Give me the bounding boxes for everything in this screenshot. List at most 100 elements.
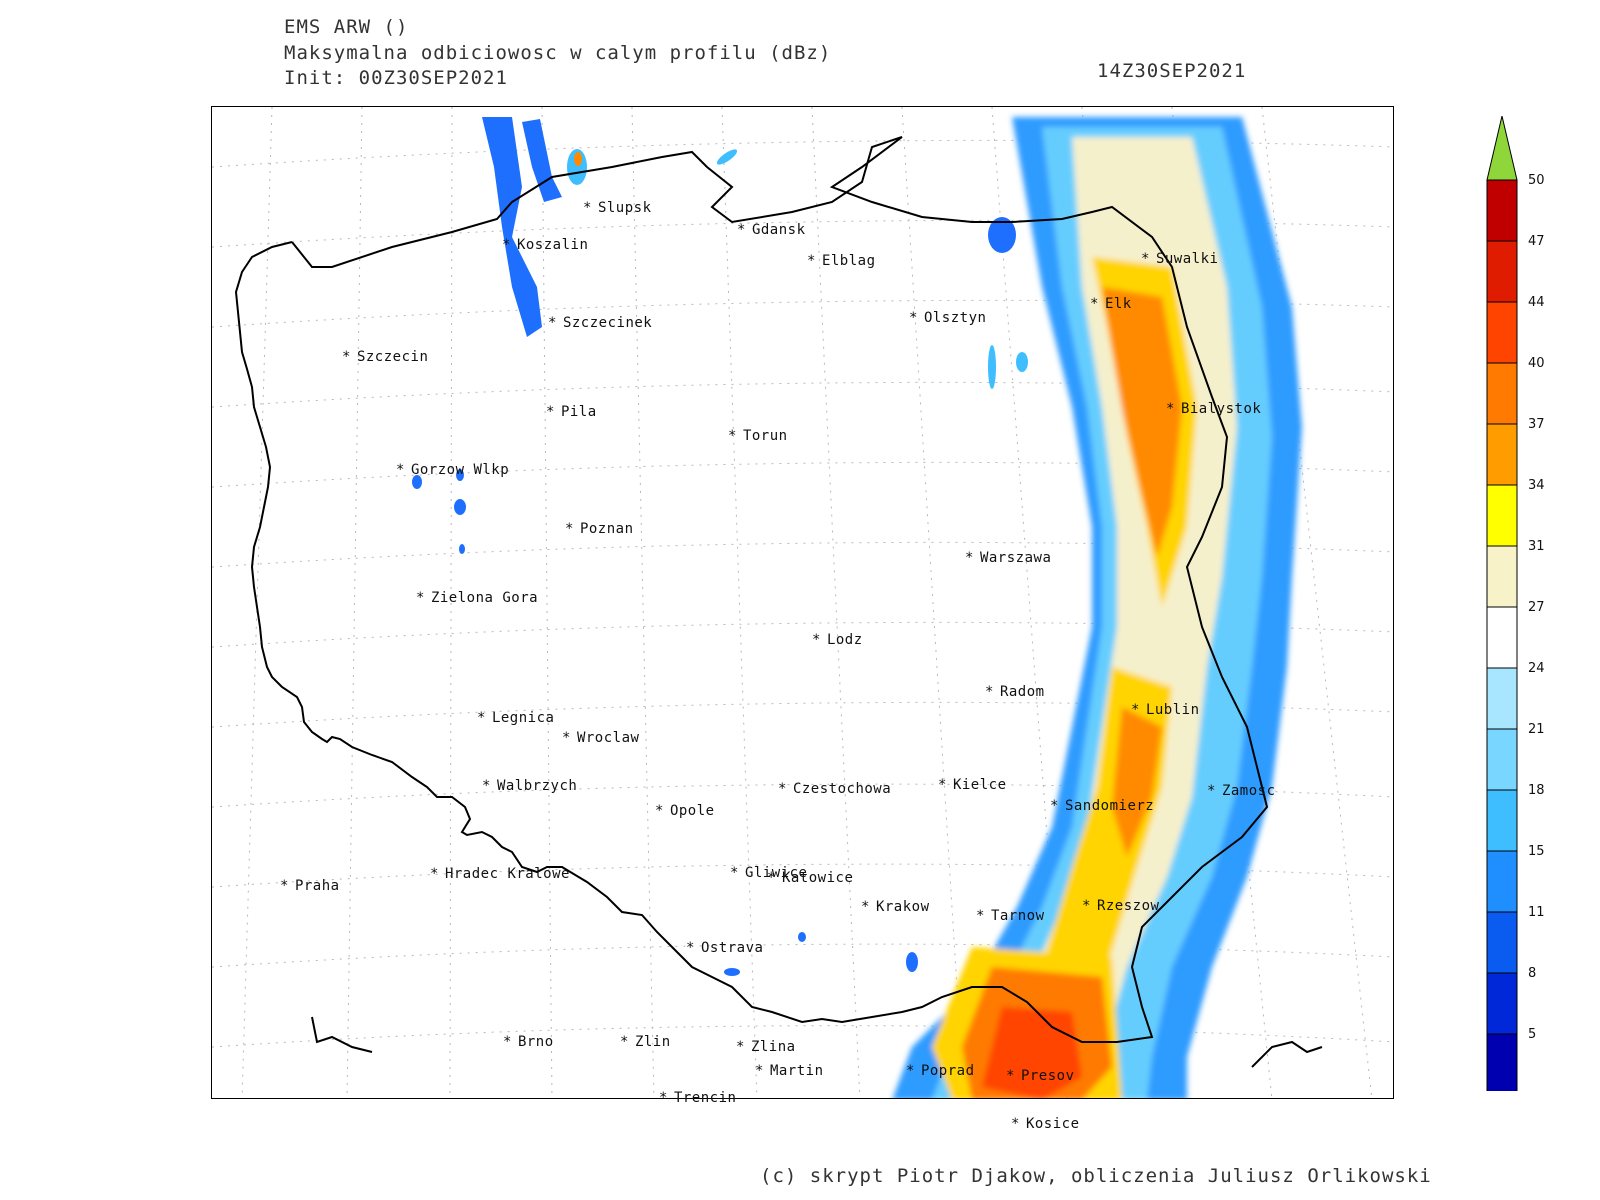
city-name: Suwalki xyxy=(1155,251,1219,267)
city-marker: * xyxy=(906,1063,915,1079)
city-name: Warszawa xyxy=(979,550,1052,566)
legend-top-arrow xyxy=(1486,115,1518,181)
legend-swatch xyxy=(1486,484,1518,547)
city-label-wroclaw: * Wroclaw xyxy=(562,730,639,746)
legend-swatch xyxy=(1486,240,1518,303)
city-label-elk: * Elk xyxy=(1090,296,1132,312)
city-label-lodz: * Lodz xyxy=(812,632,863,648)
city-name: Radom xyxy=(999,684,1045,700)
city-label-hradec: * Hradec Kralowe xyxy=(430,866,570,882)
city-name: Praha xyxy=(294,878,340,894)
city-name: Wroclaw xyxy=(576,730,640,746)
city-marker: * xyxy=(583,200,592,216)
city-marker: * xyxy=(430,866,439,882)
legend-label: 47 xyxy=(1528,234,1545,249)
city-marker: * xyxy=(1131,702,1140,718)
legend-label: 27 xyxy=(1528,600,1545,615)
city-name: Brno xyxy=(517,1034,554,1050)
city-label-pila: * Pila xyxy=(546,404,597,420)
city-marker: * xyxy=(1166,401,1175,417)
city-label-ostrava: * Ostrava xyxy=(686,940,763,956)
city-name: Kosice xyxy=(1025,1116,1080,1132)
city-name: Hradec Kralowe xyxy=(444,866,570,882)
city-label-brno: * Brno xyxy=(503,1034,554,1050)
city-label-kielce: * Kielce xyxy=(938,777,1007,793)
city-label-krakow: * Krakow xyxy=(861,899,930,915)
legend-label: 37 xyxy=(1528,417,1545,432)
city-marker: * xyxy=(938,777,947,793)
city-name: Poprad xyxy=(920,1063,975,1079)
legend-swatch xyxy=(1486,667,1518,730)
legend-swatch xyxy=(1486,911,1518,974)
city-label-legnica: * Legnica xyxy=(477,710,554,726)
city-label-torun: * Torun xyxy=(728,428,788,444)
city-name: Zlin xyxy=(634,1034,671,1050)
city-name: Gorzow Wlkp xyxy=(410,462,510,478)
legend-swatch xyxy=(1486,789,1518,852)
city-label-gliwice: * Gliwice xyxy=(730,865,807,881)
city-name: Lodz xyxy=(826,632,863,648)
legend-swatch xyxy=(1486,301,1518,364)
city-label-martin: * Martin xyxy=(755,1063,824,1079)
city-label-walbrzych: * Walbrzych xyxy=(482,778,577,794)
city-marker: * xyxy=(416,590,425,606)
city-label-rzeszow: * Rzeszow xyxy=(1082,898,1159,914)
city-name: Elk xyxy=(1104,296,1132,312)
city-label-elblag: * Elblag xyxy=(807,253,876,269)
reflectivity-cells xyxy=(412,117,1028,976)
city-name: Opole xyxy=(669,803,715,819)
city-marker: * xyxy=(812,632,821,648)
city-label-sandomierz: * Sandomierz xyxy=(1050,798,1154,814)
city-label-lublin: * Lublin xyxy=(1131,702,1200,718)
city-label-trencin: * Trencin xyxy=(659,1090,736,1106)
city-label-presov: * Presov xyxy=(1006,1068,1075,1084)
city-marker: * xyxy=(396,462,405,478)
legend-label: 44 xyxy=(1528,295,1545,310)
city-name: Torun xyxy=(742,428,788,444)
city-label-praha: * Praha xyxy=(280,878,340,894)
city-marker: * xyxy=(280,878,289,894)
city-marker: * xyxy=(482,778,491,794)
map-canvas xyxy=(212,107,1393,1098)
legend-swatch xyxy=(1486,1033,1518,1096)
city-marker: * xyxy=(620,1034,629,1050)
city-name: Kielce xyxy=(952,777,1007,793)
city-marker: * xyxy=(502,237,511,253)
city-marker: * xyxy=(503,1034,512,1050)
city-marker: * xyxy=(477,710,486,726)
city-name: Koszalin xyxy=(516,237,589,253)
city-label-tarnow: * Tarnow xyxy=(976,908,1045,924)
legend-label: 15 xyxy=(1528,844,1545,859)
city-marker: * xyxy=(736,1039,745,1055)
legend-label: 24 xyxy=(1528,661,1545,676)
city-label-szczecin: * Szczecin xyxy=(342,349,428,365)
city-marker: * xyxy=(686,940,695,956)
city-label-koszalin: * Koszalin xyxy=(502,237,588,253)
city-marker: * xyxy=(976,908,985,924)
city-marker: * xyxy=(546,404,555,420)
city-name: Ostrava xyxy=(700,940,764,956)
city-name: Zielona Gora xyxy=(430,590,539,606)
legend-label: 31 xyxy=(1528,539,1545,554)
city-name: Elblag xyxy=(821,253,876,269)
city-name: Tarnow xyxy=(990,908,1045,924)
city-name: Zlina xyxy=(750,1039,796,1055)
city-label-opole: * Opole xyxy=(655,803,715,819)
legend-swatch xyxy=(1486,423,1518,486)
city-marker: * xyxy=(655,803,664,819)
city-label-katowice: * Katowice xyxy=(767,870,853,886)
legend-label: 21 xyxy=(1528,722,1545,737)
legend-label: 18 xyxy=(1528,783,1545,798)
city-name: Krakow xyxy=(875,899,930,915)
legend-swatch xyxy=(1486,606,1518,669)
city-label-zielonagora: * Zielona Gora xyxy=(416,590,538,606)
legend-swatch xyxy=(1486,972,1518,1035)
field-title: Maksymalna odbiciowosc w calym profilu (… xyxy=(284,42,832,64)
city-label-zamosc: * Zamosc xyxy=(1207,783,1276,799)
city-marker: * xyxy=(909,310,918,326)
city-label-suwalki: * Suwalki xyxy=(1141,251,1218,267)
city-marker: * xyxy=(1207,783,1216,799)
city-name: Legnica xyxy=(491,710,555,726)
model-title: EMS ARW () xyxy=(284,16,409,38)
city-marker: * xyxy=(1090,296,1099,312)
